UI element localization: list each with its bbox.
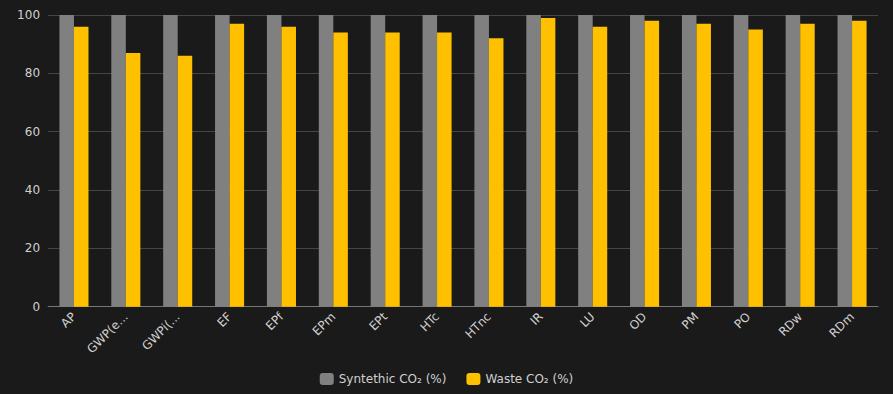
svg-text:60: 60 (25, 125, 40, 139)
svg-text:Waste CO₂ (%): Waste CO₂ (%) (485, 372, 573, 386)
svg-text:EPm: EPm (310, 310, 339, 339)
svg-text:80: 80 (25, 66, 40, 80)
svg-text:GWPi(...: GWPi(... (139, 310, 183, 354)
svg-text:OD: OD (626, 310, 649, 333)
svg-text:HTc: HTc (417, 310, 442, 335)
svg-text:RDm: RDm (826, 310, 857, 341)
svg-text:0: 0 (32, 300, 40, 314)
svg-text:LU: LU (577, 310, 597, 330)
svg-text:100: 100 (17, 8, 40, 22)
svg-text:Syntethic CO₂ (%): Syntethic CO₂ (%) (339, 372, 447, 386)
svg-text:GWP(e...: GWP(e... (84, 310, 131, 357)
svg-text:AP: AP (58, 310, 79, 331)
svg-text:EPf: EPf (263, 309, 287, 333)
svg-text:EF: EF (214, 310, 234, 330)
svg-text:40: 40 (25, 183, 40, 197)
svg-text:EPt: EPt (366, 309, 390, 333)
svg-text:PM: PM (679, 310, 701, 332)
svg-text:RDw: RDw (776, 310, 805, 339)
svg-text:IR: IR (527, 310, 545, 328)
svg-text:PO: PO (732, 310, 754, 332)
svg-text:HTnc: HTnc (462, 310, 493, 341)
svg-text:20: 20 (25, 241, 40, 255)
